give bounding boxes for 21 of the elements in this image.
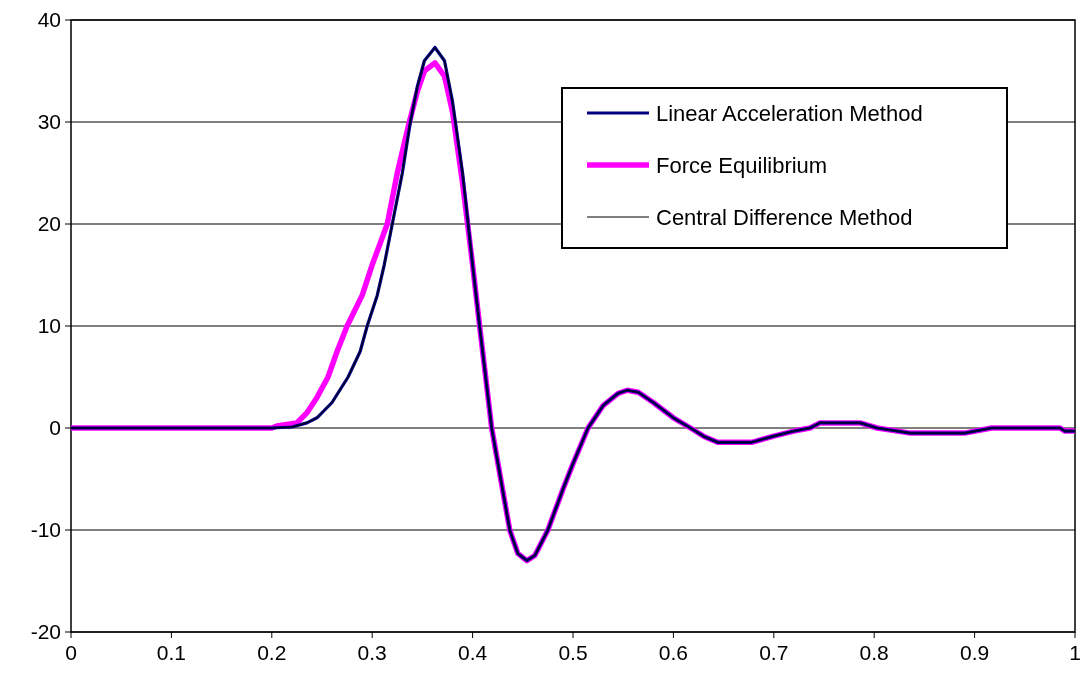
y-tick-label: 30 — [37, 110, 61, 133]
y-tick-label: -20 — [30, 620, 61, 643]
y-tick-label: -10 — [30, 518, 61, 541]
legend-label: Central Difference Method — [656, 205, 913, 230]
x-tick-label: 0.3 — [357, 641, 387, 664]
x-tick-label: 0.2 — [257, 641, 287, 664]
x-tick-label: 1 — [1069, 641, 1081, 664]
x-tick-label: 0.9 — [960, 641, 990, 664]
legend-label: Linear Acceleration Method — [656, 101, 923, 126]
x-tick-label: 0.1 — [156, 641, 186, 664]
legend-label: Force Equilibrium — [656, 153, 828, 178]
x-tick-label: 0 — [65, 641, 77, 664]
x-tick-label: 0.4 — [458, 641, 488, 664]
y-tick-label: 20 — [37, 212, 61, 235]
y-tick-label: 0 — [49, 416, 61, 439]
x-tick-label: 0.6 — [658, 641, 688, 664]
x-tick-label: 0.5 — [558, 641, 588, 664]
y-tick-label: 40 — [37, 8, 61, 31]
x-tick-label: 0.7 — [759, 641, 789, 664]
y-tick-label: 10 — [37, 314, 61, 337]
x-tick-label: 0.8 — [859, 641, 889, 664]
